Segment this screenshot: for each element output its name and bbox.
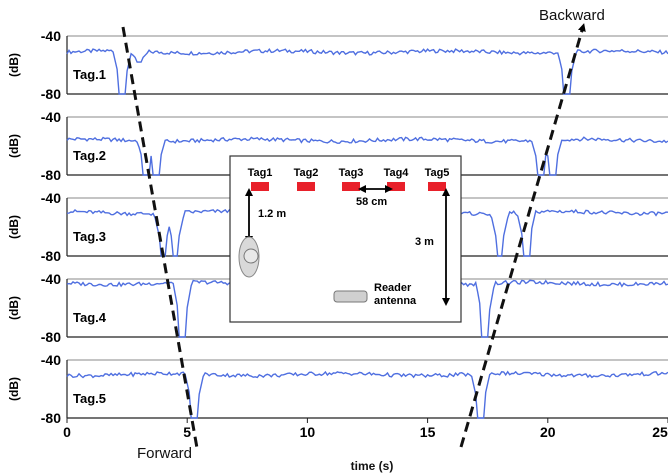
reader-antenna-icon xyxy=(333,290,368,303)
y-axis-label: (dB) xyxy=(7,215,21,239)
tag-marker xyxy=(342,182,360,191)
y-tick-label-top: -40 xyxy=(41,352,61,368)
y-axis-label: (dB) xyxy=(7,134,21,158)
y-tick-label-top: -40 xyxy=(41,109,61,125)
tag-label: Tag1 xyxy=(248,167,273,179)
series-label: Tag.1 xyxy=(73,67,106,82)
tag-marker xyxy=(387,182,405,191)
tag-label: Tag2 xyxy=(294,167,319,179)
tag-marker xyxy=(297,182,315,191)
inset-tag-row: Tag1 Tag2 Tag3 Tag4 Tag5 xyxy=(248,167,450,191)
series-label: Tag.4 xyxy=(73,310,107,325)
antenna-label-line2: antenna xyxy=(374,295,417,307)
series-label: Tag.3 xyxy=(73,229,106,244)
x-axis: 0 5 10 15 20 25 xyxy=(63,418,668,440)
series-line xyxy=(66,370,668,419)
far-distance-label: 3 m xyxy=(415,236,434,248)
tag-label: Tag5 xyxy=(425,167,450,179)
panel-5: -40 -80 (dB) Tag.5 xyxy=(7,352,668,426)
x-tick-label: 15 xyxy=(420,424,436,440)
backward-trajectory-line xyxy=(459,23,586,448)
annotation-backward: Backward xyxy=(539,7,605,24)
x-tick-label: 20 xyxy=(540,424,556,440)
y-tick-label-bottom: -80 xyxy=(41,86,61,102)
y-axis-label: (dB) xyxy=(7,296,21,320)
person-head xyxy=(243,248,259,264)
y-tick-label-top: -40 xyxy=(41,190,61,206)
deployment-inset: Tag1 Tag2 Tag3 Tag4 Tag5 58 cm 1.2 m 3 m Rea… xyxy=(229,155,462,323)
panel-2: -40 -80 (dB) Tag.2 xyxy=(7,109,668,183)
tag-label: Tag3 xyxy=(339,167,364,179)
y-tick-label-top: -40 xyxy=(41,271,61,287)
y-axis-label: (dB) xyxy=(7,377,21,401)
series-label: Tag.2 xyxy=(73,148,106,163)
x-axis-label: time (s) xyxy=(351,459,394,473)
x-tick-label: 25 xyxy=(652,424,668,440)
tag-marker xyxy=(428,182,446,191)
spacing-label: 58 cm xyxy=(356,196,387,208)
x-tick-label: 10 xyxy=(300,424,316,440)
x-tick-label: 5 xyxy=(183,424,191,440)
near-distance-label: 1.2 m xyxy=(258,208,286,220)
series-line xyxy=(66,136,668,176)
y-tick-label-bottom: -80 xyxy=(41,248,61,264)
y-tick-label-top: -40 xyxy=(41,28,61,44)
x-tick-label: 0 xyxy=(63,424,71,440)
y-axis-label: (dB) xyxy=(7,53,21,77)
series-label: Tag.5 xyxy=(73,391,106,406)
antenna-label-line1: Reader xyxy=(374,282,412,294)
tag-marker xyxy=(251,182,269,191)
series-line xyxy=(66,47,668,95)
tag-label: Tag4 xyxy=(384,167,410,179)
y-tick-label-bottom: -80 xyxy=(41,167,61,183)
y-tick-label-bottom: -80 xyxy=(41,329,61,345)
annotation-forward: Forward xyxy=(137,445,192,462)
trajectory-lines xyxy=(121,23,586,449)
y-tick-label-bottom: -80 xyxy=(41,410,61,426)
forward-trajectory-line xyxy=(121,26,199,449)
panel-1: -40 -80 (dB) Tag.1 xyxy=(7,28,668,102)
